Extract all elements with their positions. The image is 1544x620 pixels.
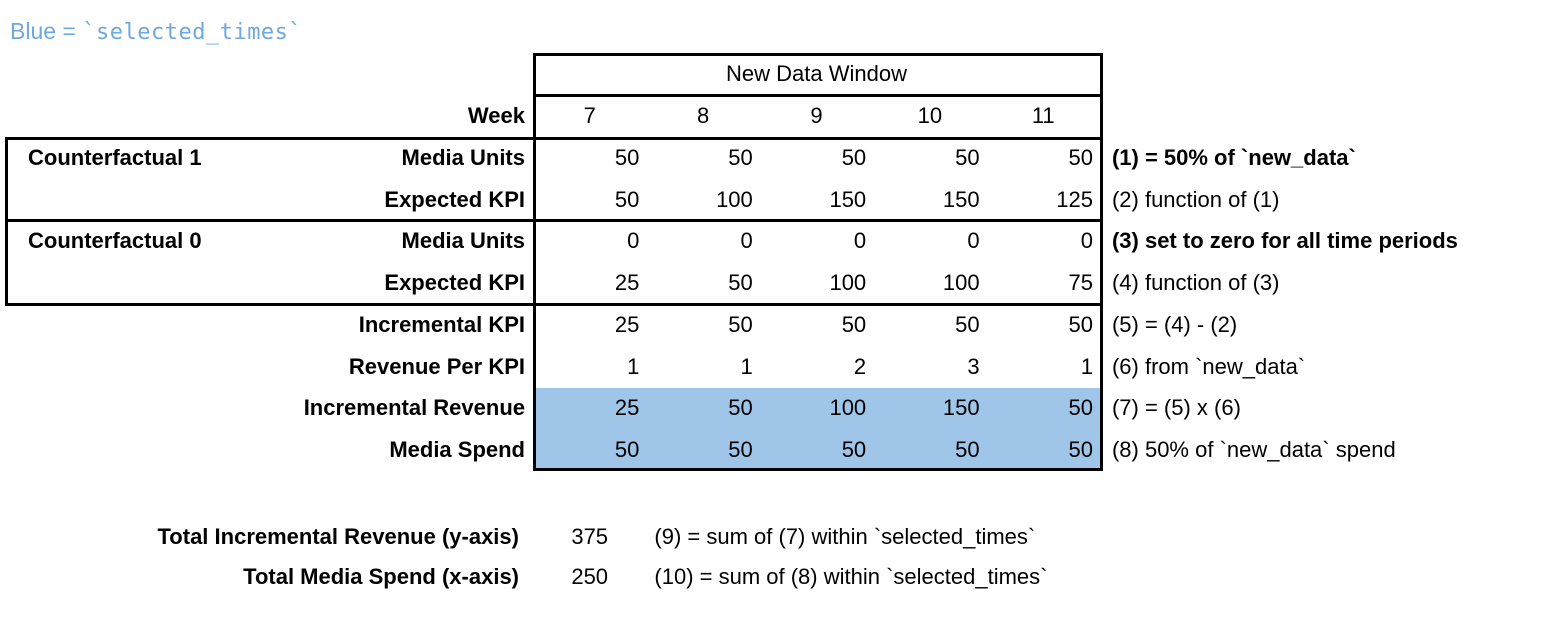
cell-value: 150 xyxy=(942,186,980,212)
cell-value: 25 xyxy=(614,311,640,337)
cell-value: 50 xyxy=(841,311,867,337)
cell-value: 125 xyxy=(1056,186,1093,212)
table-border-below-week xyxy=(5,137,1103,140)
row-annotation: (4) function of (3) xyxy=(1111,270,1280,296)
cell-value: 75 xyxy=(1068,270,1093,296)
cell-value: 1 xyxy=(1080,353,1093,379)
table-row-cf0-media-units: Counterfactual 0 Media Units 0 0 0 0 0 (… xyxy=(5,221,1458,263)
cell-value: 50 xyxy=(614,144,640,170)
cell-value: 25 xyxy=(614,395,640,421)
row-label: Incremental Revenue xyxy=(303,395,525,421)
cell-value: 150 xyxy=(942,395,980,421)
row-label: Revenue Per KPI xyxy=(348,353,525,379)
cell-value: 50 xyxy=(728,270,753,296)
cell-value: 50 xyxy=(841,144,867,170)
cell-value: 0 xyxy=(740,228,753,254)
week-label: Week xyxy=(467,102,525,128)
new-data-window-header: New Data Window xyxy=(726,60,907,86)
table-row-incremental-revenue: Incremental Revenue 25 50 100 150 50 (7)… xyxy=(5,388,1241,430)
summary-annotation: (9) = sum of (7) within `selected_times` xyxy=(654,524,1036,549)
cell-value: 2 xyxy=(853,353,867,379)
cell-value: 100 xyxy=(716,186,753,212)
summary-label: Total Media Spend (x-axis) xyxy=(243,564,519,589)
table-border-bottom xyxy=(533,468,1103,471)
week-cell: 9 xyxy=(810,102,823,128)
row-annotation: (6) from `new_data` xyxy=(1111,353,1306,379)
week-cell: 11 xyxy=(1031,102,1055,128)
group-label: Counterfactual 1 xyxy=(28,144,202,170)
row-label: Media Units xyxy=(401,144,525,170)
row-label: Incremental KPI xyxy=(358,311,525,337)
summary-annotation: (10) = sum of (8) within `selected_times… xyxy=(654,564,1048,589)
cell-value: 50 xyxy=(955,311,980,337)
cell-value: 50 xyxy=(841,437,867,463)
row-label: Media Spend xyxy=(389,437,525,463)
cell-value: 100 xyxy=(942,270,980,296)
summary-value: 375 xyxy=(571,524,609,549)
table-border-cf-left xyxy=(5,137,8,306)
cell-value: 100 xyxy=(829,395,867,421)
table-row-cf1-expected-kpi: Expected KPI 50 100 150 150 125 (2) func… xyxy=(5,179,1279,221)
selected-times-highlight xyxy=(536,387,1100,471)
row-annotation: (2) function of (1) xyxy=(1111,186,1280,212)
legend-text: Blue = xyxy=(10,18,83,44)
row-label: Expected KPI xyxy=(384,186,525,212)
cell-value: 0 xyxy=(967,228,980,254)
cell-value: 0 xyxy=(627,228,640,254)
cell-value: 50 xyxy=(1068,395,1093,421)
cell-value: 50 xyxy=(1068,144,1093,170)
table-row-cf1-media-units: Counterfactual 1 Media Units 50 50 50 50… xyxy=(5,137,1356,179)
week-cell: 7 xyxy=(583,102,596,128)
cell-value: 25 xyxy=(614,270,640,296)
cell-value: 50 xyxy=(728,437,753,463)
row-label: Media Units xyxy=(401,228,525,254)
cell-value: 50 xyxy=(955,437,980,463)
cell-value: 50 xyxy=(1068,437,1093,463)
table-border-data-left xyxy=(533,53,536,471)
cell-value: 50 xyxy=(728,311,753,337)
table-row-cf0-expected-kpi: Expected KPI 25 50 100 100 75 (4) functi… xyxy=(5,262,1279,304)
cell-value: 0 xyxy=(1080,228,1093,254)
row-annotation: (8) 50% of `new_data` spend xyxy=(1111,437,1396,463)
table-border-cf-divider xyxy=(5,219,1103,222)
cell-value: 50 xyxy=(614,186,640,212)
cell-value: 100 xyxy=(829,270,867,296)
week-cell: 10 xyxy=(917,102,943,128)
summary-label: Total Incremental Revenue (y-axis) xyxy=(157,524,520,549)
row-annotation: (5) = (4) - (2) xyxy=(1111,311,1238,337)
cell-value: 50 xyxy=(728,144,753,170)
cell-value: 50 xyxy=(955,144,980,170)
week-row: Week 7 8 9 10 11 xyxy=(5,94,1100,137)
group-label: Counterfactual 0 xyxy=(28,228,202,254)
cell-value: 50 xyxy=(728,395,753,421)
cell-value: 150 xyxy=(829,186,867,212)
cell-value: 1 xyxy=(740,353,753,379)
summary-value: 250 xyxy=(571,564,609,589)
row-annotation: (3) set to zero for all time periods xyxy=(1111,228,1458,254)
row-annotation: (1) = 50% of `new_data` xyxy=(1111,144,1356,170)
table-border-below-header xyxy=(533,94,1103,97)
table-border-top xyxy=(533,53,1103,56)
legend-code: `selected_times` xyxy=(82,20,303,45)
summary-row-total-media-spend: Total Media Spend (x-axis) 250 (10) = su… xyxy=(5,557,1047,597)
table-border-data-right xyxy=(1100,53,1103,471)
week-cell: 8 xyxy=(696,102,710,128)
table-row-incremental-kpi: Incremental KPI 25 50 50 50 50 (5) = (4)… xyxy=(5,304,1238,346)
cell-value: 50 xyxy=(1068,311,1093,337)
summary-row-total-incremental-revenue: Total Incremental Revenue (y-axis) 375 (… xyxy=(5,517,1036,557)
row-annotation: (7) = (5) x (6) xyxy=(1111,395,1241,421)
row-label: Expected KPI xyxy=(384,270,525,296)
table-row-revenue-per-kpi: Revenue Per KPI 1 1 2 3 1 (6) from `new_… xyxy=(5,346,1305,388)
cell-value: 50 xyxy=(614,437,640,463)
table-row-media-spend: Media Spend 50 50 50 50 50 (8) 50% of `n… xyxy=(5,429,1396,471)
legend: Blue = `selected_times` xyxy=(10,18,302,45)
cell-value: 3 xyxy=(967,353,980,379)
cell-value: 0 xyxy=(853,228,867,254)
table-border-below-cf0 xyxy=(5,303,1103,306)
cell-value: 1 xyxy=(627,353,640,379)
